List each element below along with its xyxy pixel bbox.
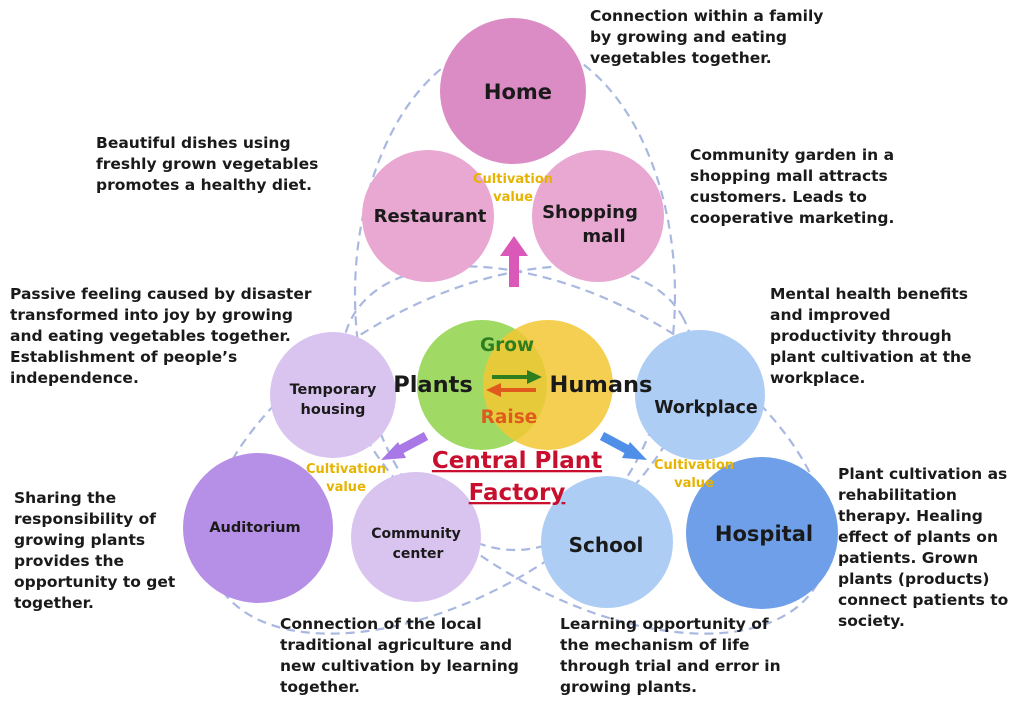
community-center-label-line2: center [393, 546, 444, 562]
note-auditorium: Sharing the responsibility of growing pl… [14, 489, 176, 612]
note-workplace: Mental health benefits and improved prod… [770, 285, 972, 387]
workplace-circle [635, 330, 765, 460]
arrow-down-right-icon [599, 432, 647, 460]
auditorium-label: Auditorium [209, 520, 300, 536]
plants-label: Plants [393, 372, 473, 398]
cultivation-value-top-line2: value [493, 190, 533, 205]
hospital-circle [686, 457, 838, 609]
central-plant-factory-title-line1: Central Plant [432, 448, 602, 474]
note-shopping-mall: Community garden in a shopping mall attr… [690, 146, 895, 227]
humans-label: Humans [550, 372, 653, 398]
home-label: Home [484, 80, 552, 104]
workplace-label: Workplace [654, 398, 758, 418]
school-circle [541, 476, 673, 608]
cultivation-value-right-line2: value [674, 476, 714, 491]
school-label: School [569, 533, 644, 557]
temporary-housing-label-line1: Temporary [290, 382, 377, 398]
shopping-mall-circle [532, 150, 664, 282]
note-home: Connection within a family by growing an… [590, 7, 824, 67]
temporary-housing-circle [270, 332, 396, 458]
cultivation-value-left-line1: Cultivation [306, 462, 386, 477]
restaurant-circle [362, 150, 494, 282]
arrow-down-left-icon [381, 432, 429, 460]
raise-label: Raise [481, 407, 538, 428]
grow-label: Grow [480, 335, 534, 356]
note-hospital: Plant cultivation as rehabilitation ther… [838, 465, 1009, 630]
cultivation-value-top-line1: Cultivation [473, 172, 553, 187]
central-plant-factory-title-line2: Factory [469, 480, 566, 506]
home-circle [440, 18, 586, 164]
hospital-label: Hospital [715, 522, 813, 546]
note-restaurant: Beautiful dishes using freshly grown veg… [96, 134, 319, 194]
restaurant-label: Restaurant [374, 206, 487, 227]
shopping-mall-label-line1: Shopping [542, 202, 638, 223]
arrow-up-icon [500, 236, 528, 287]
humans-circle [483, 320, 613, 450]
exchange-arrows-icon [486, 370, 542, 397]
community-center-circle [351, 472, 481, 602]
shopping-mall-label-line2: mall [582, 226, 625, 247]
note-community-center: Connection of the local traditional agri… [280, 615, 519, 696]
community-center-label-line1: Community [371, 526, 461, 542]
temporary-housing-label-line2: housing [301, 402, 366, 418]
auditorium-circle [183, 453, 333, 603]
cultivation-value-left-line2: value [326, 480, 366, 495]
cultivation-value-right-line1: Cultivation [654, 458, 734, 473]
note-temporary-housing: Passive feeling caused by disaster trans… [10, 285, 312, 387]
note-school: Learning opportunity of the mechanism of… [560, 615, 781, 696]
